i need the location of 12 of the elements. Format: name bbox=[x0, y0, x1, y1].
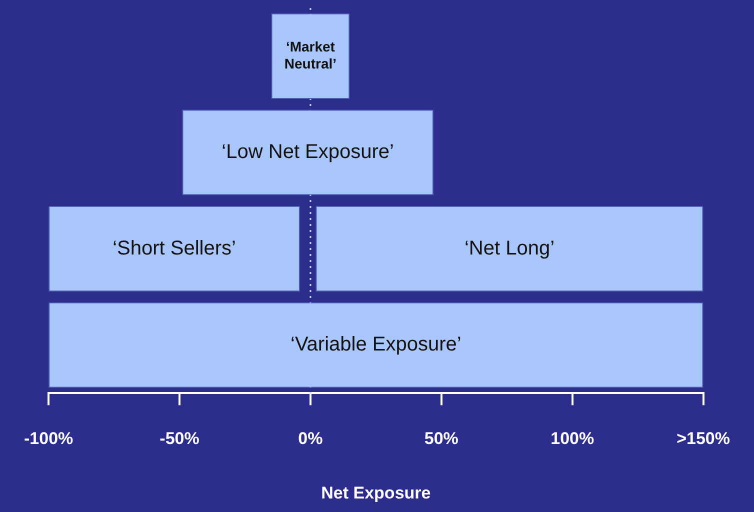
series-label: ‘Variable Exposure’ bbox=[290, 334, 462, 356]
series-label: ‘Short Sellers’ bbox=[112, 237, 236, 260]
x-tick-label: 0% bbox=[298, 429, 323, 448]
series-label: ‘Market Neutral’ bbox=[284, 38, 337, 72]
x-tick-label: -100% bbox=[24, 429, 74, 448]
series-label: ‘Net Long’ bbox=[464, 237, 555, 260]
series-label: ‘Low Net Exposure’ bbox=[222, 140, 394, 163]
x-axis-title: Net Exposure bbox=[321, 483, 431, 502]
x-tick-label: >150% bbox=[676, 429, 730, 448]
x-tick-label: 50% bbox=[424, 429, 458, 448]
x-tick-label: -50% bbox=[160, 429, 200, 448]
x-tick-label: 100% bbox=[550, 429, 594, 448]
